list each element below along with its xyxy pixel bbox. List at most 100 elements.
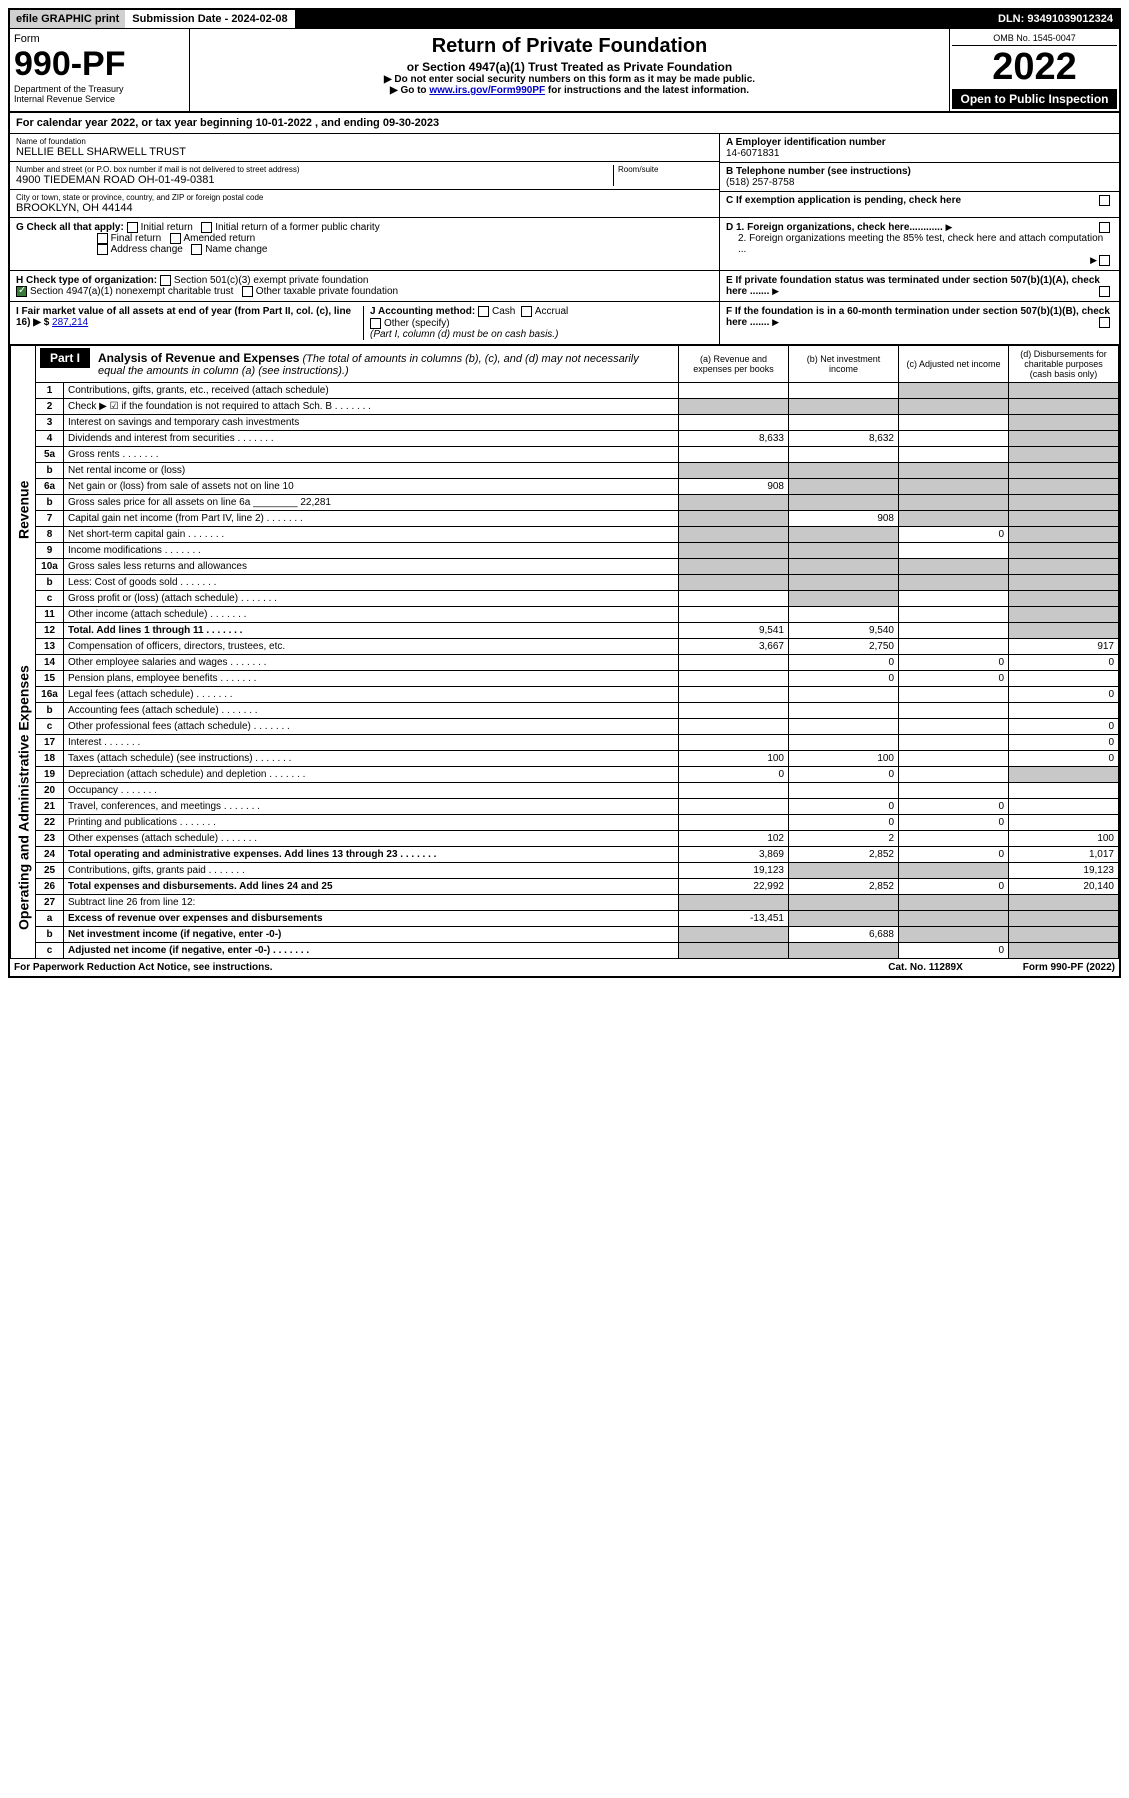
table-row: 15Pension plans, employee benefits . . .…: [11, 670, 1119, 686]
value-cell: 917: [1009, 638, 1119, 654]
d1-label: D 1. Foreign organizations, check here..…: [726, 222, 943, 233]
value-cell: [789, 686, 899, 702]
line-description: Other income (attach schedule) . . . . .…: [64, 606, 679, 622]
f-checkbox[interactable]: [1099, 317, 1110, 328]
e-checkbox[interactable]: [1099, 286, 1110, 297]
value-cell: 2,750: [789, 638, 899, 654]
value-cell: [1009, 702, 1119, 718]
line-number: 15: [36, 670, 64, 686]
value-cell: 0: [1009, 654, 1119, 670]
table-row: 25Contributions, gifts, grants paid . . …: [11, 862, 1119, 878]
value-cell: [679, 494, 789, 510]
value-cell: -13,451: [679, 910, 789, 926]
value-cell: [899, 382, 1009, 398]
other-method-checkbox[interactable]: [370, 318, 381, 329]
initial-former-checkbox[interactable]: [201, 222, 212, 233]
catalog-number: Cat. No. 11289X: [888, 962, 962, 973]
col-a-header: (a) Revenue and expenses per books: [679, 345, 789, 382]
value-cell: [899, 766, 1009, 782]
name-change-checkbox[interactable]: [191, 244, 202, 255]
cash-checkbox[interactable]: [478, 306, 489, 317]
value-cell: 102: [679, 830, 789, 846]
value-cell: 9,540: [789, 622, 899, 638]
fmv-value[interactable]: 287,214: [52, 317, 88, 328]
table-row: 27Subtract line 26 from line 12:: [11, 894, 1119, 910]
irs-link[interactable]: www.irs.gov/Form990PF: [429, 85, 545, 96]
value-cell: [679, 526, 789, 542]
goto-pre: ▶ Go to: [390, 85, 429, 96]
value-cell: [1009, 526, 1119, 542]
table-row: 4Dividends and interest from securities …: [11, 430, 1119, 446]
line-number: 18: [36, 750, 64, 766]
table-row: 17Interest . . . . . . .0: [11, 734, 1119, 750]
table-row: 6aNet gain or (loss) from sale of assets…: [11, 478, 1119, 494]
value-cell: [899, 734, 1009, 750]
address-change-checkbox[interactable]: [97, 244, 108, 255]
ein-value: 14-6071831: [726, 148, 1113, 159]
table-row: 21Travel, conferences, and meetings . . …: [11, 798, 1119, 814]
value-cell: 0: [679, 766, 789, 782]
line-description: Income modifications . . . . . . .: [64, 542, 679, 558]
value-cell: [899, 926, 1009, 942]
phone-value: (518) 257-8758: [726, 177, 1113, 188]
line-number: a: [36, 910, 64, 926]
col-b-header: (b) Net investment income: [789, 345, 899, 382]
line-description: Gross sales price for all assets on line…: [64, 494, 679, 510]
value-cell: [899, 446, 1009, 462]
value-cell: [679, 782, 789, 798]
line-description: Occupancy . . . . . . .: [64, 782, 679, 798]
value-cell: [899, 606, 1009, 622]
check-section-ij: I Fair market value of all assets at end…: [10, 302, 1119, 344]
501c3-checkbox[interactable]: [160, 275, 171, 286]
value-cell: [789, 782, 899, 798]
value-cell: [789, 398, 899, 414]
line-number: 11: [36, 606, 64, 622]
table-row: bLess: Cost of goods sold . . . . . . .: [11, 574, 1119, 590]
g5-label: Address change: [111, 244, 183, 255]
part1-title: Analysis of Revenue and Expenses (The to…: [90, 348, 674, 380]
value-cell: [899, 462, 1009, 478]
line-number: 20: [36, 782, 64, 798]
value-cell: [1009, 798, 1119, 814]
line-number: 1: [36, 382, 64, 398]
part1-label: Part I: [40, 348, 90, 368]
paperwork-notice: For Paperwork Reduction Act Notice, see …: [14, 962, 273, 973]
value-cell: 100: [679, 750, 789, 766]
4947a1-checkbox[interactable]: [16, 286, 27, 297]
accrual-checkbox[interactable]: [521, 306, 532, 317]
line-description: Check ▶ ☑ if the foundation is not requi…: [64, 398, 679, 414]
line-number: 24: [36, 846, 64, 862]
e-label: E If private foundation status was termi…: [726, 275, 1100, 297]
value-cell: [789, 462, 899, 478]
table-row: 23Other expenses (attach schedule) . . .…: [11, 830, 1119, 846]
value-cell: 100: [789, 750, 899, 766]
line-description: Total. Add lines 1 through 11 . . . . . …: [64, 622, 679, 638]
value-cell: [789, 862, 899, 878]
form-title: Return of Private Foundation: [194, 35, 945, 58]
value-cell: [1009, 462, 1119, 478]
value-cell: 19,123: [1009, 862, 1119, 878]
line-description: Net short-term capital gain . . . . . . …: [64, 526, 679, 542]
dept-treasury: Department of the Treasury: [14, 84, 185, 94]
exemption-checkbox[interactable]: [1099, 195, 1110, 206]
value-cell: 908: [679, 478, 789, 494]
value-cell: [1009, 910, 1119, 926]
initial-return-checkbox[interactable]: [127, 222, 138, 233]
amended-return-checkbox[interactable]: [170, 233, 181, 244]
value-cell: 20,140: [1009, 878, 1119, 894]
d2-checkbox[interactable]: [1099, 255, 1110, 266]
line-number: 7: [36, 510, 64, 526]
table-row: 8Net short-term capital gain . . . . . .…: [11, 526, 1119, 542]
line-description: Legal fees (attach schedule) . . . . . .…: [64, 686, 679, 702]
phone-label: B Telephone number (see instructions): [726, 166, 1113, 177]
value-cell: 0: [789, 670, 899, 686]
exemption-label: C If exemption application is pending, c…: [726, 195, 961, 206]
line-description: Total expenses and disbursements. Add li…: [64, 878, 679, 894]
other-taxable-checkbox[interactable]: [242, 286, 253, 297]
d1-checkbox[interactable]: [1099, 222, 1110, 233]
value-cell: [899, 622, 1009, 638]
irs-label: Internal Revenue Service: [14, 94, 185, 104]
efile-button[interactable]: efile GRAPHIC print: [10, 10, 126, 28]
tax-year: 2022: [952, 46, 1117, 89]
final-return-checkbox[interactable]: [97, 233, 108, 244]
